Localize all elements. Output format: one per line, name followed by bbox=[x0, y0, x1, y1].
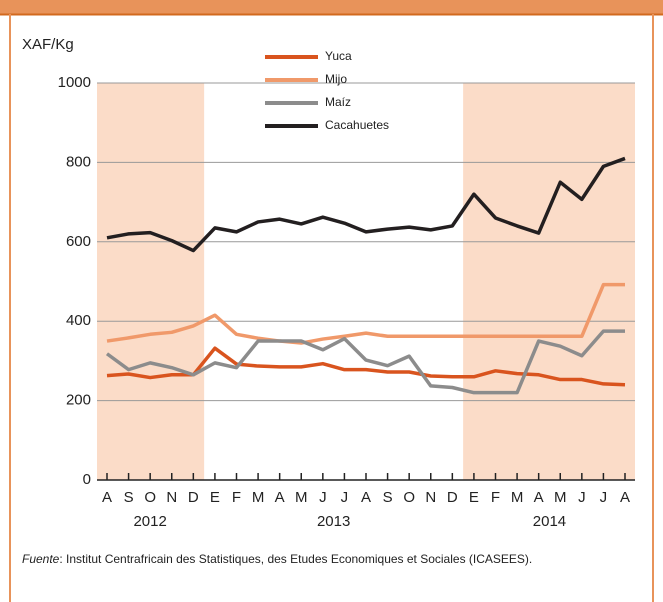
year-band bbox=[97, 83, 205, 480]
legend-label: Yuca bbox=[325, 49, 352, 63]
year-label: 2012 bbox=[133, 513, 166, 530]
year-label: 2013 bbox=[317, 513, 350, 530]
x-tick-label: D bbox=[188, 489, 199, 506]
y-tick-label: 800 bbox=[66, 153, 91, 170]
x-tick-label: J bbox=[319, 489, 327, 506]
series-line bbox=[106, 156, 626, 253]
y-tick-label: 0 bbox=[83, 471, 91, 488]
x-tick-label: M bbox=[554, 489, 567, 506]
x-tick-label: E bbox=[210, 489, 220, 506]
source: Fuente: Institut Centrafricain des Stati… bbox=[22, 552, 532, 566]
x-tick-label: S bbox=[383, 489, 393, 506]
x-tick-label: J bbox=[578, 489, 586, 506]
x-tick-label: D bbox=[447, 489, 458, 506]
y-tick-label: 1000 bbox=[58, 74, 91, 91]
x-tick-label: A bbox=[534, 489, 544, 506]
legend-label: Mijo bbox=[325, 72, 347, 86]
year-label: 2014 bbox=[533, 513, 566, 530]
x-tick-label: N bbox=[425, 489, 436, 506]
series-line bbox=[106, 282, 625, 345]
x-tick-label: E bbox=[469, 489, 479, 506]
x-tick-label: S bbox=[124, 489, 134, 506]
source-text: : Institut Centrafricain des Statistique… bbox=[59, 552, 532, 566]
x-tick-label: O bbox=[403, 489, 415, 506]
x-tick-label: N bbox=[166, 489, 177, 506]
x-tick-label: A bbox=[361, 489, 371, 506]
legend-label: Maíz bbox=[325, 95, 351, 109]
legend-label: Cacahuetes bbox=[325, 118, 389, 132]
x-tick-label: O bbox=[144, 489, 156, 506]
y-axis-label: XAF/Kg bbox=[22, 36, 74, 53]
y-tick-label: 600 bbox=[66, 233, 91, 250]
source-label: Fuente bbox=[22, 552, 60, 566]
header-bar bbox=[0, 0, 663, 14]
year-band bbox=[463, 83, 635, 480]
y-tick-label: 200 bbox=[66, 392, 91, 409]
x-tick-label: M bbox=[511, 489, 524, 506]
x-tick-label: F bbox=[232, 489, 241, 506]
x-tick-label: M bbox=[252, 489, 265, 506]
x-tick-label: J bbox=[600, 489, 608, 506]
x-tick-label: M bbox=[295, 489, 308, 506]
x-tick-label: A bbox=[102, 489, 112, 506]
x-tick-label: J bbox=[341, 489, 349, 506]
x-tick-label: F bbox=[491, 489, 500, 506]
y-tick-label: 400 bbox=[66, 312, 91, 329]
series-line bbox=[105, 329, 625, 395]
x-tick-label: A bbox=[275, 489, 285, 506]
background-bands bbox=[97, 83, 635, 480]
x-tick-label: A bbox=[620, 489, 630, 506]
